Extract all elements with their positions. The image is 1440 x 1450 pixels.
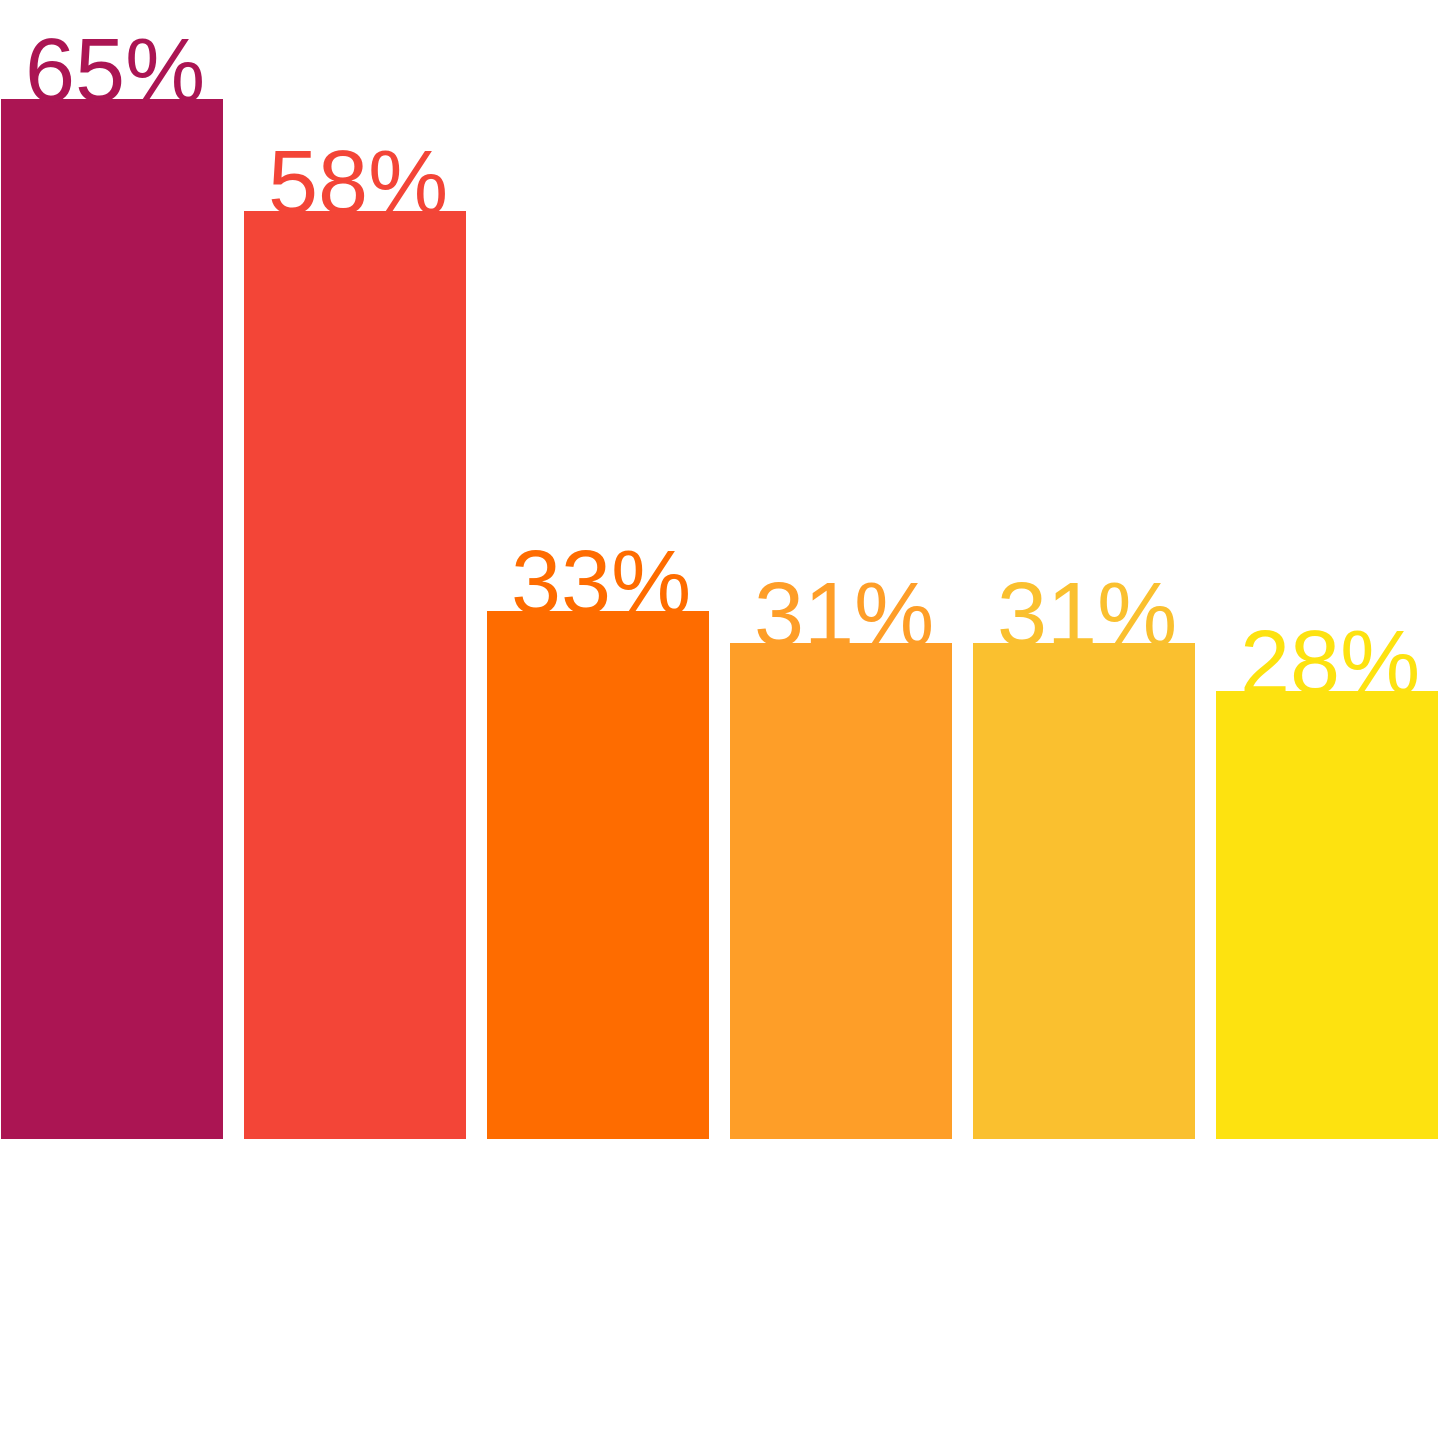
bars-layer bbox=[1, 99, 1438, 1139]
bar-2 bbox=[244, 211, 466, 1139]
bar-5 bbox=[973, 643, 1195, 1139]
bar-1 bbox=[1, 99, 223, 1139]
bar-6 bbox=[1216, 691, 1438, 1139]
data-label-2: 58% bbox=[268, 133, 448, 233]
bar-4 bbox=[730, 643, 952, 1139]
data-label-1: 65% bbox=[25, 21, 205, 121]
bar-3 bbox=[487, 611, 709, 1139]
data-label-6: 28% bbox=[1240, 613, 1420, 713]
data-label-5: 31% bbox=[997, 565, 1177, 665]
data-labels-layer: 65% 58% 33% 31% 31% 28% bbox=[25, 21, 1420, 713]
data-label-4: 31% bbox=[754, 565, 934, 665]
data-label-3: 33% bbox=[511, 533, 691, 633]
